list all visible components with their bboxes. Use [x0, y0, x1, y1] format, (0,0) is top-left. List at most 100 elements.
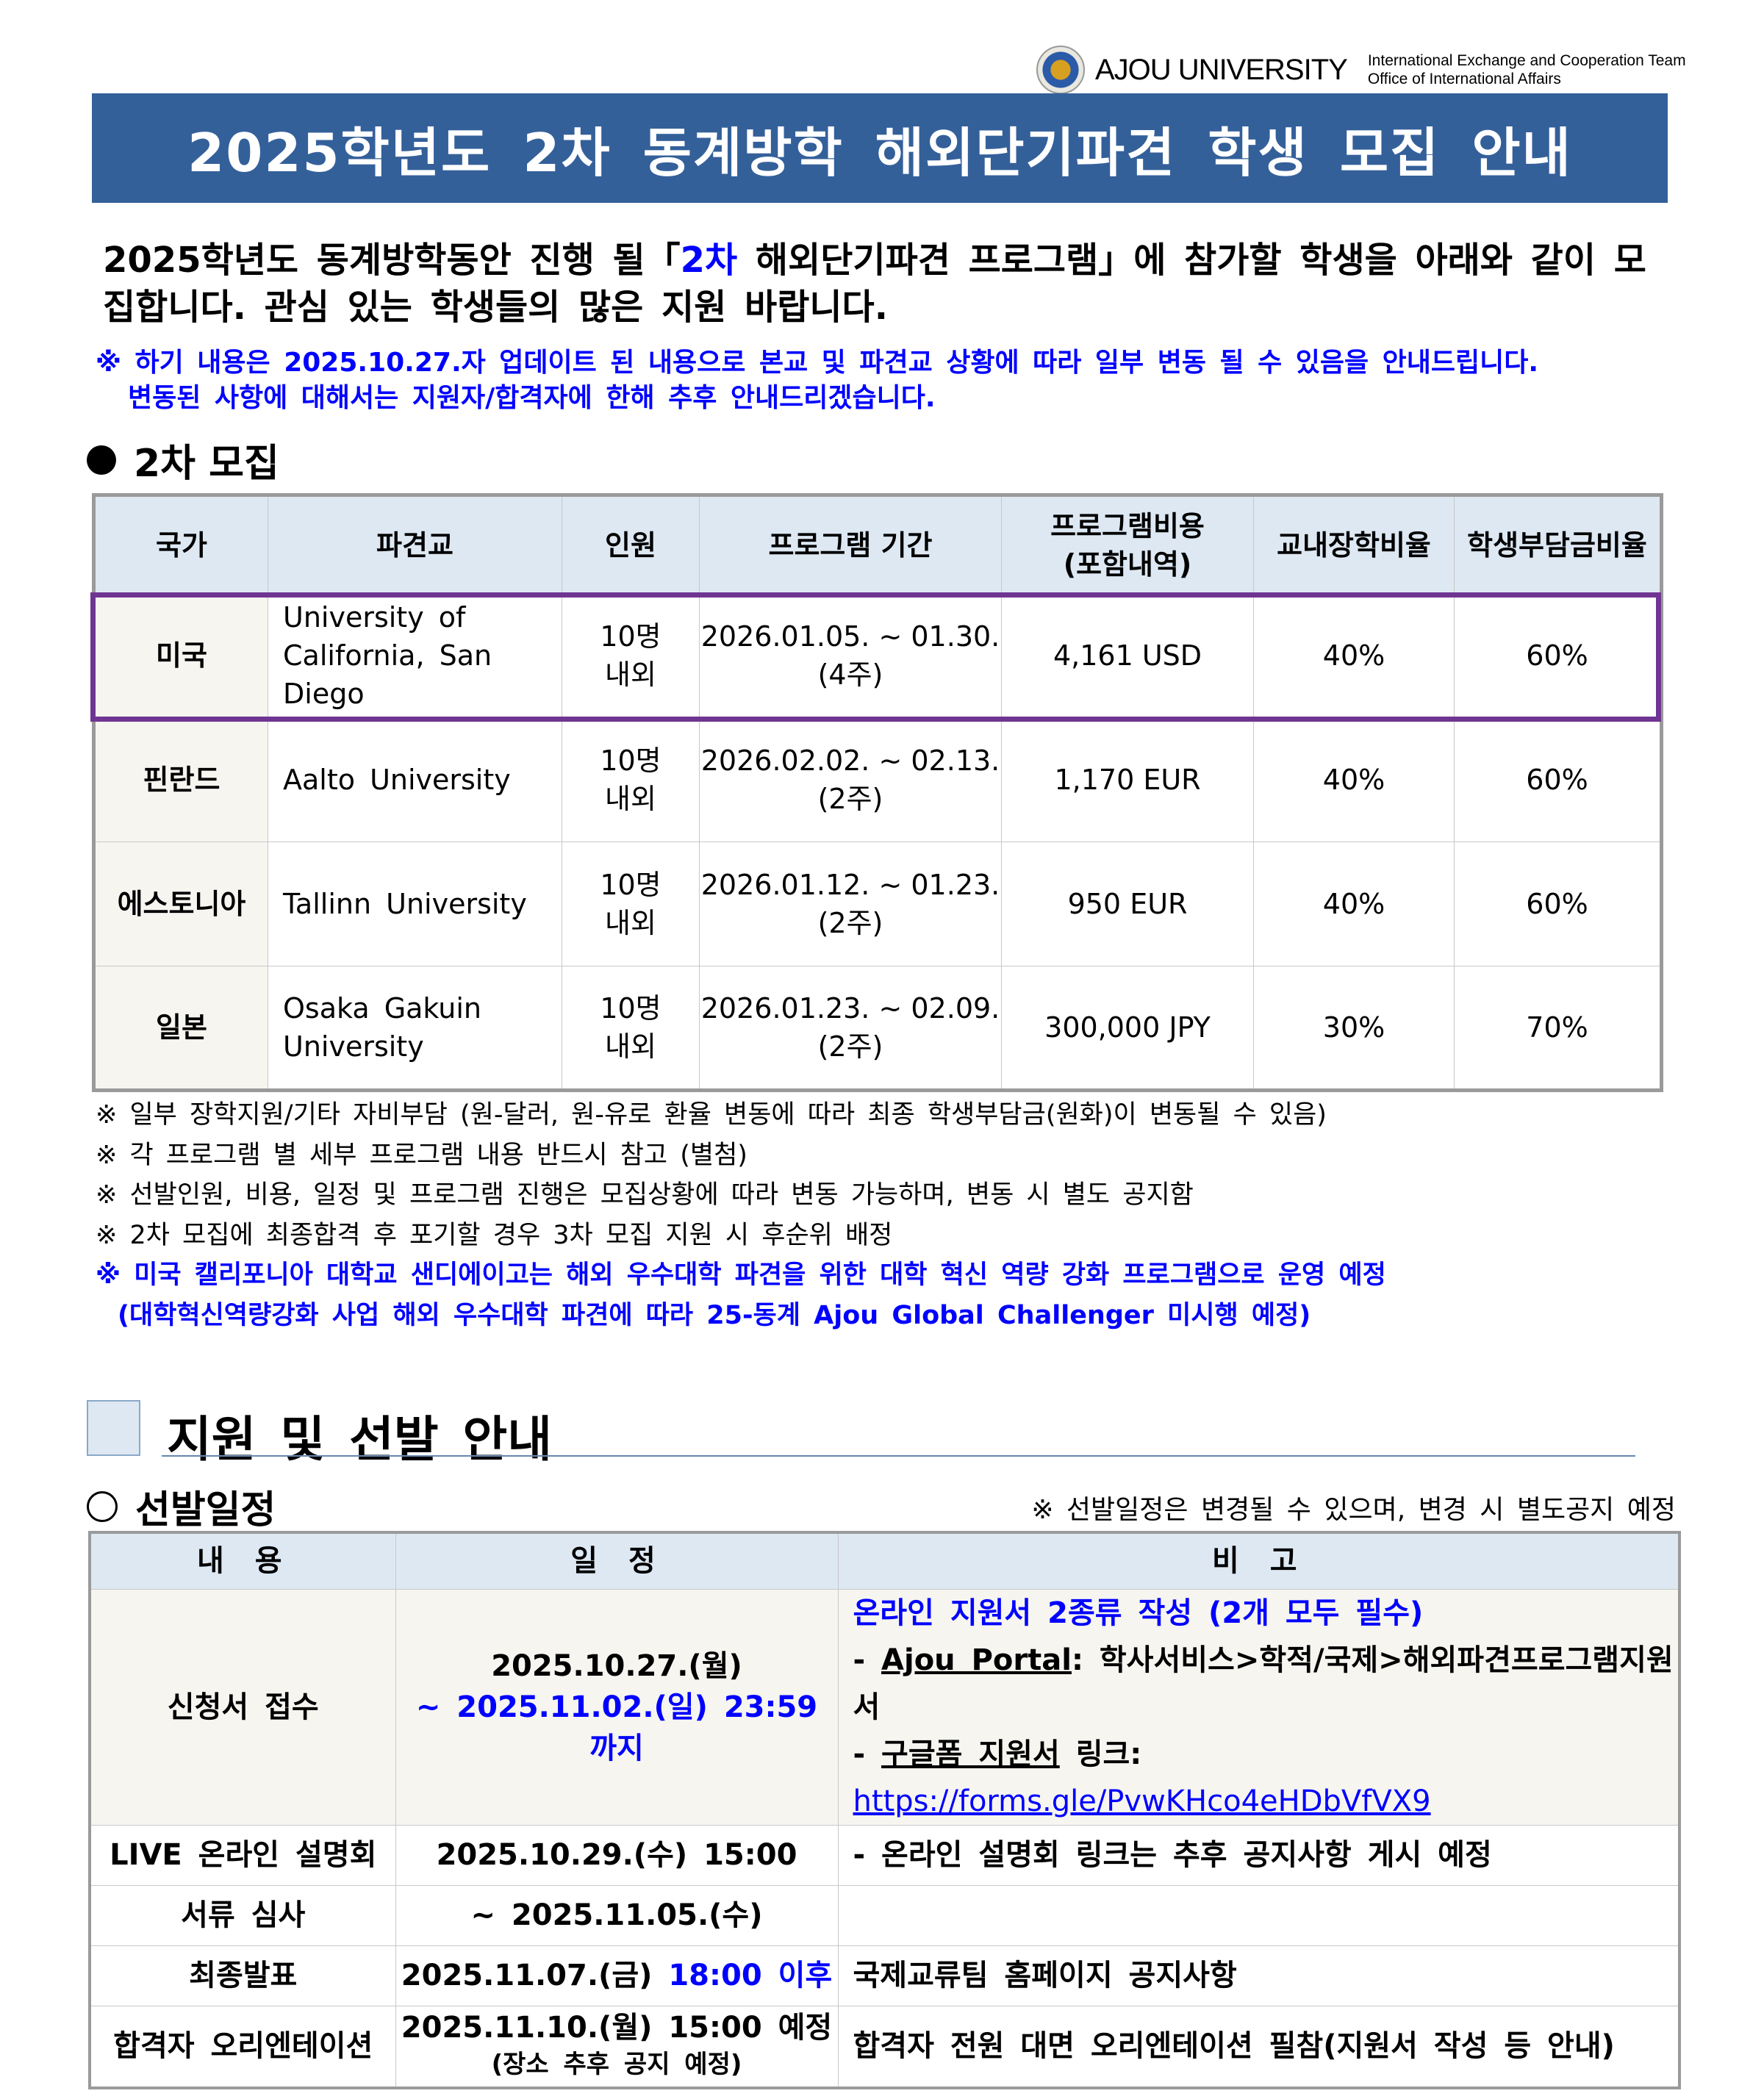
intro-text: 2025학년도 동계방학동안 진행 될「2차 해외단기파견 프로그램」에 참가할…	[103, 237, 1646, 331]
item-cell: LIVE 온라인 설명회	[89, 1824, 396, 1886]
table-row: 서류 심사 ~ 2025.11.05.(수)	[89, 1884, 1680, 1946]
scholarship-cell: 40%	[1253, 593, 1455, 718]
col-cost: 프로그램비용 (포함내역)	[1001, 495, 1254, 594]
period-dates: 2026.01.12. ~ 01.23.	[700, 869, 1000, 901]
scholarship-cell: 30%	[1253, 966, 1455, 1091]
circle-bullet-icon	[87, 1490, 118, 1522]
form-link-label: 링크:	[1059, 1737, 1142, 1771]
date-cell: 2025.11.10.(월) 15:00 예정 (장소 추후 공지 예정)	[395, 2005, 839, 2089]
table-row: 핀란드 Aalto University 10명 내외 2026.02.02. …	[93, 717, 1662, 842]
quota-cell: 10명 내외	[562, 966, 700, 1091]
schedule-title: 선발일정	[135, 1488, 276, 1532]
table-row: 에스토니아 Tallinn University 10명 내외 2026.01.…	[93, 842, 1662, 966]
period-cell: 2026.01.23. ~ 02.09. (2주)	[699, 966, 1002, 1091]
schedule-table: 내 용 일 정 비 고 신청서 접수 2025.10.27.(월) ~ 2025.…	[88, 1531, 1681, 2089]
student-share-cell: 60%	[1454, 842, 1662, 966]
col-remarks: 비 고	[837, 1532, 1680, 1590]
cost-cell: 1,170 EUR	[1001, 717, 1254, 842]
note-item: ※ 2차 모집에 최종합격 후 포기할 경우 3차 모집 지원 시 후순위 배정	[96, 1220, 893, 1250]
schedule-heading: 선발일정	[87, 1479, 276, 1534]
col-school: 파견교	[268, 495, 562, 594]
date-end: ~ 2025.11.02.(일) 23:59 까지	[415, 1690, 818, 1765]
google-form-label: 구글폼 지원서	[881, 1737, 1060, 1771]
date-sub: (장소 추후 공지 예정)	[491, 2050, 742, 2080]
col-period: 프로그램 기간	[699, 495, 1002, 594]
remarks-cell: 합격자 전원 대면 오리엔테이션 필참(지원서 작성 등 안내)	[837, 2005, 1680, 2089]
note-item: ※ 각 프로그램 별 세부 프로그램 내용 반드시 참고 (별첨)	[96, 1140, 747, 1170]
item-cell: 신청서 접수	[89, 1588, 396, 1826]
section-apply-title: 지원 및 선발 안내	[167, 1411, 552, 1468]
period-cell: 2026.01.12. ~ 01.23. (2주)	[699, 842, 1002, 966]
item-cell: 최종발표	[89, 1945, 396, 2006]
google-form-link[interactable]: https://forms.gle/PvwKHco4eHDbVfVX9	[853, 1784, 1431, 1818]
date-cell: 2025.11.07.(금) 18:00 이후	[395, 1945, 839, 2006]
table-row: LIVE 온라인 설명회 2025.10.29.(수) 15:00 - 온라인 …	[89, 1824, 1680, 1886]
country-cell: 미국	[93, 593, 268, 718]
period-dates: 2026.01.05. ~ 01.30.	[700, 620, 1000, 653]
school-cell: Osaka Gakuin University	[268, 966, 562, 1091]
section-recruit-title: 2차 모집	[134, 442, 279, 486]
note-item-highlight: (대학혁신역량강화 사업 해외 우수대학 파견에 따라 25-동계 Ajou G…	[118, 1300, 1311, 1330]
university-name: AJOU UNIVERSITY	[1095, 53, 1348, 86]
section-recruit-heading: 2차 모집	[87, 432, 279, 487]
date-time: 18:00 이후	[668, 1959, 833, 1992]
country-cell: 핀란드	[93, 717, 268, 842]
quota-cell: 10명 내외	[562, 593, 700, 718]
date-cell: 2025.10.27.(월) ~ 2025.11.02.(일) 23:59 까지	[395, 1588, 839, 1826]
col-student-share: 학생부담금비율	[1454, 495, 1662, 594]
student-share-cell: 60%	[1454, 717, 1662, 842]
bullet-icon	[87, 445, 116, 475]
period-cell: 2026.02.02. ~ 02.13. (2주)	[699, 717, 1002, 842]
university-seal-icon	[1036, 46, 1085, 94]
item-cell: 합격자 오리엔테이션	[89, 2005, 396, 2089]
section-square-icon	[87, 1400, 140, 1456]
university-logo: AJOU UNIVERSITY International Exchange a…	[1036, 46, 1686, 94]
notice-line2: 변동된 사항에 대해서는 지원자/합격자에 한해 추후 안내드리겠습니다.	[128, 383, 936, 413]
table-row: 최종발표 2025.11.07.(금) 18:00 이후 국제교류팀 홈페이지 …	[89, 1945, 1680, 2006]
school-cell: Aalto University	[268, 717, 562, 842]
table-row: 일본 Osaka Gakuin University 10명 내외 2026.0…	[93, 966, 1662, 1091]
portal-line: - Ajou Portal: 학사서비스>학적/국제>해외파견프로그램지원서	[853, 1643, 1674, 1724]
col-quota: 인원	[562, 495, 700, 594]
period-cell: 2026.01.05. ~ 01.30. (4주)	[699, 593, 1002, 718]
notes-list: ※ 일부 장학지원/기타 자비부담 (원-달러, 원-유로 환율 변동에 따라 …	[96, 1095, 1386, 1335]
notice-line1: ※ 하기 내용은 2025.10.27.자 업데이트 된 내용으로 본교 및 파…	[96, 348, 1539, 378]
note-item: ※ 선발인원, 비용, 일정 및 프로그램 진행은 모집상황에 따라 변동 가능…	[96, 1180, 1194, 1210]
schedule-note: ※ 선발일정은 변경될 수 있으며, 변경 시 별도공지 예정	[1031, 1495, 1676, 1525]
period-weeks: (2주)	[817, 907, 883, 939]
period-weeks: (4주)	[817, 659, 883, 691]
col-date: 일 정	[395, 1532, 839, 1590]
date-start: 2025.10.27.(월)	[491, 1648, 742, 1683]
table-header-row: 국가 파견교 인원 프로그램 기간 프로그램비용 (포함내역) 교내장학비율 학…	[93, 495, 1662, 594]
program-table: 국가 파견교 인원 프로그램 기간 프로그램비용 (포함내역) 교내장학비율 학…	[92, 493, 1663, 1092]
note-item: ※ 일부 장학지원/기타 자비부담 (원-달러, 원-유로 환율 변동에 따라 …	[96, 1100, 1327, 1130]
period-weeks: (2주)	[817, 783, 883, 815]
cost-cell: 950 EUR	[1001, 842, 1254, 966]
form-line: - 구글폼 지원서 링크: https://forms.gle/PvwKHco4…	[853, 1737, 1431, 1818]
section-divider	[162, 1455, 1635, 1457]
item-cell: 서류 심사	[89, 1884, 396, 1946]
date-cell: ~ 2025.11.05.(수)	[395, 1884, 839, 1946]
date-text: 2025.11.07.(금)	[401, 1959, 669, 1992]
intro-part2: 해외단기파견 프로그램」에 참가할 학생을 아래와 같이 모집합니다. 관심 있…	[103, 240, 1646, 328]
period-weeks: (2주)	[817, 1030, 883, 1063]
ajou-portal-link[interactable]: Ajou Portal	[881, 1643, 1072, 1677]
period-dates: 2026.01.23. ~ 02.09.	[700, 992, 1000, 1025]
date-cell: 2025.10.29.(수) 15:00	[395, 1824, 839, 1886]
team-line2: Office of International Affairs	[1367, 71, 1561, 87]
team-name: International Exchange and Cooperation T…	[1368, 51, 1686, 88]
page-title: 2025학년도 2차 동계방학 해외단기파견 학생 모집 안내	[92, 93, 1668, 203]
date-text: 2025.11.10.(월) 15:00 예정	[401, 2011, 833, 2045]
school-cell: University of California, San Diego	[268, 593, 562, 718]
country-cell: 에스토니아	[93, 842, 268, 966]
period-dates: 2026.02.02. ~ 02.13.	[700, 744, 1000, 777]
apply-instruction: 온라인 지원서 2종류 작성 (2개 모두 필수)	[853, 1596, 1424, 1630]
student-share-cell: 70%	[1454, 966, 1662, 1091]
col-scholarship: 교내장학비율	[1253, 495, 1455, 594]
remarks-cell: 온라인 지원서 2종류 작성 (2개 모두 필수) - Ajou Portal:…	[837, 1588, 1680, 1826]
team-line1: International Exchange and Cooperation T…	[1367, 52, 1686, 69]
quota-cell: 10명 내외	[562, 717, 700, 842]
table-row: 신청서 접수 2025.10.27.(월) ~ 2025.11.02.(일) 23…	[89, 1588, 1680, 1826]
col-country: 국가	[93, 495, 268, 594]
scholarship-cell: 40%	[1253, 717, 1455, 842]
